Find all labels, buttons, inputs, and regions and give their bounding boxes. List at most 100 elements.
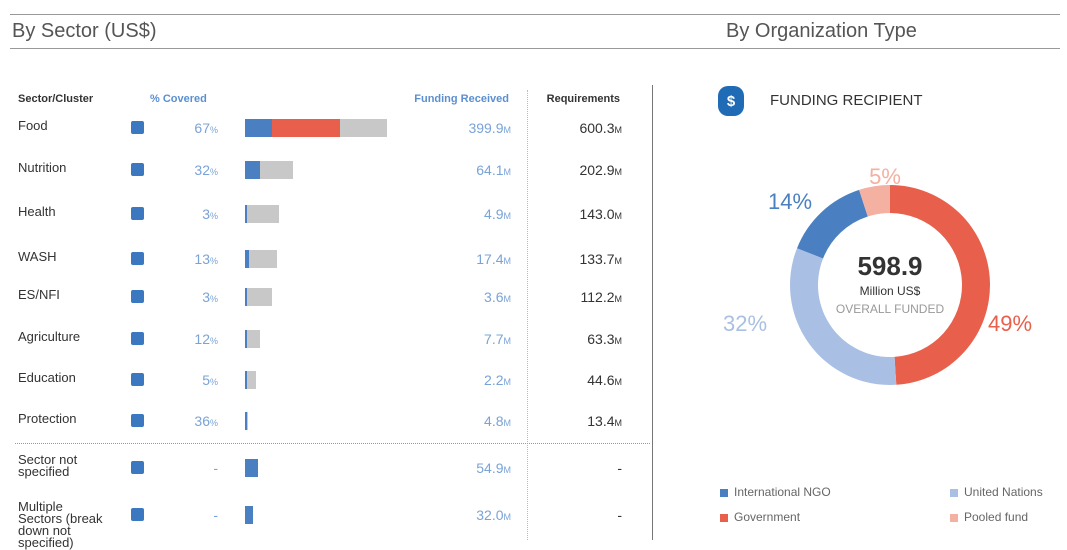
requirement-value: 63.3 <box>587 331 615 347</box>
covered-value: 67 <box>194 120 210 136</box>
requirement-bar <box>245 412 249 430</box>
funding-value: 4.9 <box>484 206 504 222</box>
funding-received: 3.6M <box>484 289 511 305</box>
legend-label: Pooled fund <box>964 510 1028 524</box>
center-unit: Million US$ <box>860 284 921 298</box>
funding-received: 7.7M <box>484 331 511 347</box>
funding-unit: M <box>503 294 512 304</box>
covered: 5% <box>202 372 218 388</box>
covered-value: 3 <box>202 206 210 222</box>
funding-value: 7.7 <box>484 331 504 347</box>
sector-icon <box>131 461 144 474</box>
requirement: 112.2M <box>581 289 623 305</box>
covered-value: 12 <box>194 331 210 347</box>
funding-unit: M <box>503 336 512 346</box>
covered-unit: % <box>209 211 218 221</box>
center-label: OVERALL FUNDED <box>836 302 945 316</box>
requirement-bar <box>245 330 260 348</box>
requirement-value: 600.3 <box>579 120 615 136</box>
funding-unit: M <box>503 211 512 221</box>
funding-segment <box>245 119 272 137</box>
funding-unit: M <box>503 125 512 135</box>
covered: 3% <box>202 289 218 305</box>
sector-icon <box>131 252 144 265</box>
covered-value: 5 <box>202 372 210 388</box>
legend-swatch <box>950 514 958 522</box>
legend-label: International NGO <box>734 485 831 499</box>
funding-received: 17.4M <box>476 251 511 267</box>
covered-value: - <box>213 460 218 476</box>
slice-label: 14% <box>768 189 812 214</box>
covered-value: 36 <box>194 413 210 429</box>
funding-bar <box>245 330 247 348</box>
funding-bar <box>245 161 261 179</box>
column-header: Sector/Cluster <box>18 93 94 105</box>
funding-unit: M <box>503 512 512 522</box>
requirement-value: 112.2 <box>580 289 615 305</box>
legend-swatch <box>720 489 728 497</box>
requirement-bar <box>245 205 279 223</box>
sector-name: Health <box>18 204 56 219</box>
column-divider <box>527 90 528 540</box>
requirement: - <box>617 460 622 476</box>
sector-icon <box>131 414 144 427</box>
covered: - <box>213 507 218 523</box>
sector-name: WASH <box>18 249 57 264</box>
covered-unit: % <box>209 336 218 346</box>
requirement-bar <box>245 371 256 389</box>
requirement-unit: M <box>614 336 623 346</box>
funding-value: 64.1 <box>476 162 504 178</box>
donut-slice <box>890 185 990 385</box>
donut-slice <box>797 189 868 259</box>
sector-icon <box>131 207 144 220</box>
funding-value: 2.2 <box>484 372 504 388</box>
funding-unit: M <box>503 167 512 177</box>
legend-swatch <box>950 489 958 497</box>
requirement: - <box>617 507 622 523</box>
column-header: Funding Received <box>414 93 509 105</box>
covered: 13% <box>194 251 218 267</box>
covered-value: 3 <box>202 289 210 305</box>
sector-name: Protection <box>18 411 77 426</box>
requirement: 13.4M <box>587 413 622 429</box>
funding-bar <box>245 288 247 306</box>
funding-received: 54.9M <box>476 460 511 476</box>
org-chart: $ FUNDING RECIPIENT 598.9 Million US$ OV… <box>718 86 1043 524</box>
chart-title: FUNDING RECIPIENT <box>770 92 923 109</box>
covered-unit: % <box>209 294 218 304</box>
funding-unit: M <box>503 465 512 475</box>
funding-received: 64.1M <box>476 162 511 178</box>
sector-name: Multiple Sectors (break down not specifi… <box>18 499 103 550</box>
sector-name: Education <box>18 370 76 385</box>
row-divider <box>15 443 650 444</box>
requirement-value: - <box>617 460 622 476</box>
slice-label: 32% <box>723 311 767 336</box>
requirement-unit: M <box>614 167 623 177</box>
icon-glyph: $ <box>727 93 736 110</box>
funding-received: 399.9M <box>468 120 511 136</box>
slice-label: 5% <box>869 164 901 189</box>
requirement-value: 143.0 <box>579 206 615 222</box>
funding-bar <box>245 412 247 430</box>
requirement: 63.3M <box>587 331 622 347</box>
donut-slice <box>790 248 897 385</box>
funding-value: 54.9 <box>476 460 504 476</box>
requirement-unit: M <box>614 125 623 135</box>
funding-value: 4.8 <box>484 413 504 429</box>
requirement: 202.9M <box>579 162 622 178</box>
funding-bar <box>245 250 250 268</box>
sector-icon <box>131 373 144 386</box>
top-rule <box>10 14 1060 15</box>
covered: - <box>213 460 218 476</box>
funding-unit: M <box>503 418 512 428</box>
requirement-value: 13.4 <box>587 413 615 429</box>
requirement: 143.0M <box>579 206 622 222</box>
sector-icon <box>131 508 144 521</box>
covered-unit: % <box>209 418 218 428</box>
funding-bar <box>245 459 258 477</box>
covered-unit: % <box>209 167 218 177</box>
requirement-unit: M <box>614 294 623 304</box>
requirement-unit: M <box>614 256 623 266</box>
sector-icon <box>131 163 144 176</box>
